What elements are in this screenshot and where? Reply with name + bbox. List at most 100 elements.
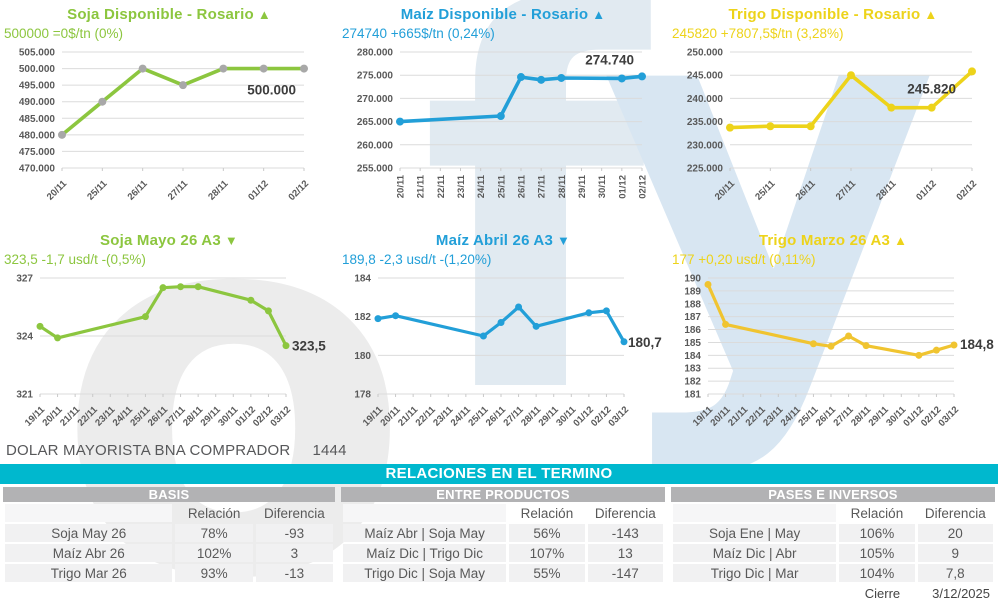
x-tick-label: 26/11: [517, 174, 528, 198]
diferencia-value-cell: -13: [255, 564, 333, 582]
y-tick-label: 189: [684, 286, 701, 297]
relacion-column-header: Relación: [520, 505, 574, 521]
section-basis: BASIS Relación Diferencia Soja May 26 78% -93…: [0, 487, 338, 584]
data-line: [38, 285, 288, 348]
diferencia-value-cell: 7,8: [917, 564, 993, 582]
y-tick-label: 183: [684, 364, 701, 375]
row-name-cell: Soja May 26: [5, 524, 173, 542]
up-triangle-icon: ▲: [924, 7, 938, 22]
row-name-cell: Maíz Dic | Trigo Dic: [343, 544, 507, 562]
x-tick-label: 01/12: [914, 178, 939, 203]
cierre-date: 3/12/2025: [932, 586, 990, 601]
data-point: [557, 73, 566, 82]
x-tick-label: 01/12: [246, 178, 271, 203]
y-tick-label: 230.000: [687, 140, 724, 151]
x-tick-label: 03/12: [269, 404, 294, 429]
chart-maiz-disponible-rosario: Maíz Disponible - Rosario ▲ 274740 +665$/t…: [338, 0, 668, 222]
chart-title-text: Soja Disponible - Rosario: [67, 6, 254, 23]
column-header-row: Relación Diferencia: [343, 504, 663, 522]
y-tick-label: 250.000: [687, 48, 724, 59]
diferencia-value-cell: 9: [917, 544, 993, 562]
diferencia-value-cell: -93: [255, 524, 333, 542]
data-point: [585, 309, 593, 317]
data-point: [537, 75, 546, 84]
relaciones-sections: BASIS Relación Diferencia Soja May 26 78% -93…: [0, 487, 998, 584]
chart-subtitle-trigo-marzo-26-a3: 177 +0,20 usd/t (0,11%): [672, 252, 816, 267]
chart-plot-trigo-disponible-rosario: 225.000 230.000 235.000 240.000 245.000 250.0…: [687, 48, 979, 203]
data-point: [638, 72, 646, 81]
row-name-cell: Maíz Dic | Abr: [673, 544, 837, 562]
data-point: [932, 346, 940, 354]
data-point: [915, 351, 923, 359]
y-tick-label: 495.000: [19, 81, 56, 92]
empty-header-cell: [673, 504, 837, 522]
diferencia-value-cell: 13: [587, 544, 663, 562]
chart-title-soja-mayo-26-a3: Soja Mayo 26 A3 ▼: [0, 222, 338, 252]
x-tick-label: 03/12: [937, 404, 962, 429]
data-point: [496, 112, 505, 121]
y-tick-label: 188: [684, 299, 701, 310]
y-tick-label: 275.000: [357, 71, 394, 82]
y-tick-label: 181: [684, 390, 701, 401]
x-tick-label: 27/11: [166, 178, 191, 203]
relacion-value-cell: 104%: [839, 564, 915, 582]
y-tick-label: 185: [684, 338, 701, 349]
charts-grid: Soja Disponible - Rosario ▲ 500000 =0$/tn …: [0, 0, 998, 436]
x-tick-label: 27/11: [834, 178, 859, 203]
x-tick-label: 21/11: [416, 174, 427, 198]
data-point: [602, 307, 610, 315]
y-tick-label: 235.000: [687, 117, 724, 128]
data-point: [36, 322, 44, 330]
y-tick-label: 225.000: [687, 164, 724, 175]
chart-subtitle-maiz-abril-26-a3: 189,8 -2,3 usd/t -(1,20%): [342, 252, 492, 267]
data-point: [515, 303, 523, 311]
x-tick-label: 25/11: [753, 178, 778, 203]
row-name-cell: Soja Ene | May: [673, 524, 837, 542]
row-name-cell: Maíz Abr | Soja May: [343, 524, 507, 542]
diferencia-value-cell: 3: [255, 544, 333, 562]
table-row: Soja May 26 78% -93: [5, 524, 333, 542]
last-value-label: 274.740: [585, 52, 634, 67]
y-tick-label: 500.000: [19, 64, 56, 75]
table-row: Trigo Dic | Mar 104% 7,8: [673, 564, 993, 582]
data-point: [159, 284, 167, 292]
chart-plot-soja-mayo-26-a3: 32132432719/1120/1121/1122/1123/1124/112…: [16, 274, 326, 429]
x-tick-label: 01/12: [617, 175, 628, 199]
cierre-row: Cierre 3/12/2025: [865, 586, 990, 601]
y-tick-label: 182: [354, 312, 371, 323]
chart-subtitle-trigo-disponible-rosario: 245820 +7807,5$/tn (3,28%): [672, 26, 844, 41]
data-point: [98, 97, 107, 106]
down-triangle-icon: ▼: [557, 233, 571, 248]
diferencia-value-cell: -147: [587, 564, 663, 582]
y-tick-label: 280.000: [357, 48, 394, 59]
x-tick-label: 27/11: [537, 174, 548, 198]
down-triangle-icon: ▼: [224, 233, 238, 248]
chart-plot-soja-disponible-rosario: 470.000 475.000 480.000 485.000 490.000 495.0…: [19, 48, 311, 203]
up-triangle-icon: ▲: [592, 7, 606, 22]
chart-maiz-abril-26-a3: Maíz Abril 26 A3 ▼ 189,8 -2,3 usd/t -(1,20…: [338, 222, 668, 436]
y-tick-label: 475.000: [19, 147, 56, 158]
data-point: [847, 71, 855, 80]
chart-title-text: Trigo Disponible - Rosario: [728, 6, 921, 23]
data-point: [374, 315, 382, 323]
relacion-column-header: Relación: [850, 505, 904, 521]
x-tick-label: 30/11: [597, 174, 608, 198]
column-header-row: Relación Diferencia: [673, 504, 993, 522]
relacion-value-cell: 106%: [839, 524, 915, 542]
table-row: Maíz Abr 26 102% 3: [5, 544, 333, 562]
chart-subtitle-maiz-disponible-rosario: 274740 +665$/tn (0,24%): [342, 26, 495, 41]
x-tick-label: 24/11: [476, 174, 487, 198]
data-point: [532, 322, 540, 330]
data-point: [704, 280, 712, 288]
y-tick-label: 480.000: [19, 130, 56, 141]
row-name-cell: Trigo Dic | Soja May: [343, 564, 507, 582]
chart-plot-maiz-disponible-rosario: 255.000 260.000 265.000 270.000 275.000 280.0…: [357, 48, 649, 199]
last-value-label: 245.820: [907, 81, 956, 96]
data-point: [620, 338, 628, 346]
chart-subtitle-soja-mayo-26-a3: 323,5 -1,7 usd/t -(0,5%): [4, 252, 146, 267]
pases-e-inversos-table: Relación Diferencia Soja Ene | May 106% 20 Ma…: [670, 502, 996, 584]
table-row: Trigo Dic | Soja May 55% -147: [343, 564, 663, 582]
chart-trigo-disponible-rosario: Trigo Disponible - Rosario ▲ 245820 +7807,…: [668, 0, 998, 222]
data-point: [141, 313, 149, 321]
